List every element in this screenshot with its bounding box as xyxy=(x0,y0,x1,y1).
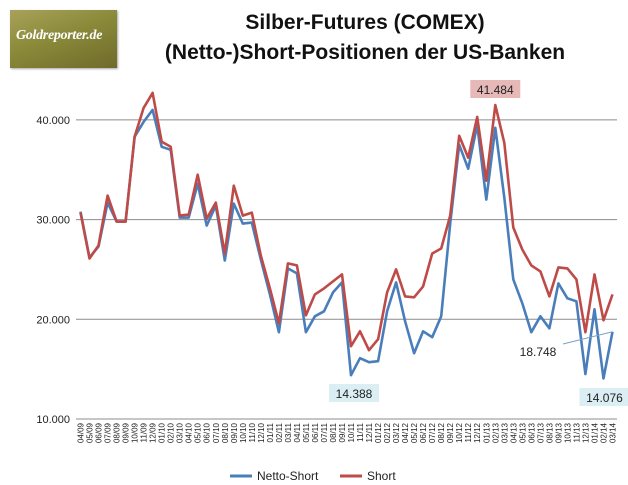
x-tick-label: 03/13 xyxy=(500,422,509,443)
x-tick-label: 04/12 xyxy=(401,422,410,443)
x-tick-label: 11/12 xyxy=(464,422,473,442)
x-tick-label: 12/09 xyxy=(149,422,158,443)
x-tick-label: 01/11 xyxy=(266,422,275,442)
x-tick-label: 07/12 xyxy=(428,422,437,443)
x-tick-label: 12/11 xyxy=(365,422,374,442)
x-tick-label: 03/11 xyxy=(284,422,293,442)
annotation-box xyxy=(579,388,628,406)
x-tick-label: 01/14 xyxy=(590,422,599,443)
x-tick-label: 06/10 xyxy=(203,422,212,443)
x-tick-label: 08/09 xyxy=(113,422,122,443)
x-tick-label: 04/11 xyxy=(293,422,302,442)
x-tick-label: 04/09 xyxy=(77,422,86,443)
x-tick-label: 02/12 xyxy=(383,422,392,443)
y-tick-label: 30.000 xyxy=(36,215,70,227)
x-tick-label: 12/13 xyxy=(581,422,590,443)
x-tick-label: 08/13 xyxy=(545,422,554,443)
x-tick-label: 03/14 xyxy=(608,422,617,443)
x-tick-label: 05/13 xyxy=(518,422,527,443)
chart-title-block: Silber-Futures (COMEX) (Netto-)Short-Pos… xyxy=(130,8,600,68)
legend-label: Short xyxy=(367,469,396,483)
annotation-label: 14.076 xyxy=(586,391,623,405)
x-tick-label: 10/10 xyxy=(239,422,248,443)
x-tick-label: 09/10 xyxy=(230,422,239,443)
x-tick-label: 11/09 xyxy=(140,422,149,442)
chart-title: Silber-Futures (COMEX) xyxy=(245,11,485,34)
x-tick-label: 08/11 xyxy=(329,422,338,442)
x-tick-label: 09/13 xyxy=(554,422,563,443)
x-tick-label: 02/14 xyxy=(599,422,608,443)
x-tick-label: 03/12 xyxy=(392,422,401,443)
x-tick-label: 05/12 xyxy=(410,422,419,443)
x-tick-label: 03/10 xyxy=(176,422,185,443)
series-line-netto-short xyxy=(79,108,614,380)
x-tick-label: 04/10 xyxy=(185,422,194,443)
x-tick-label: 05/11 xyxy=(302,422,311,442)
x-tick-label: 10/13 xyxy=(563,422,572,443)
x-tick-label: 07/11 xyxy=(320,422,329,442)
x-tick-label: 12/10 xyxy=(257,422,266,443)
annotation-label: 14.388 xyxy=(336,387,373,401)
x-tick-label: 11/11 xyxy=(356,422,365,441)
x-tick-label: 07/13 xyxy=(536,422,545,443)
logo-text: Goldreporter.de xyxy=(16,28,103,43)
chart-subtitle: (Netto-)Short-Positionen der US-Banken xyxy=(164,41,566,64)
x-tick-label: 11/10 xyxy=(248,422,257,442)
x-tick-label: 08/12 xyxy=(437,422,446,443)
x-tick-label: 08/10 xyxy=(221,422,230,443)
x-tick-label: 02/11 xyxy=(275,422,284,442)
annotation-leader xyxy=(562,331,613,345)
x-tick-label: 07/09 xyxy=(104,422,113,443)
x-tick-label: 10/11 xyxy=(347,422,356,442)
x-tick-label: 09/12 xyxy=(446,422,455,443)
x-tick-label: 06/13 xyxy=(527,422,536,443)
y-tick-label: 10.000 xyxy=(36,414,70,426)
annotation-label: 41.484 xyxy=(477,83,514,97)
legend-label: Netto-Short xyxy=(257,469,319,483)
x-tick-label: 05/10 xyxy=(194,422,203,443)
x-tick-label: 09/11 xyxy=(338,422,347,442)
series-line-short xyxy=(79,91,614,352)
x-tick-label: 01/12 xyxy=(374,422,383,443)
x-tick-label: 04/13 xyxy=(509,422,518,443)
x-tick-label: 02/13 xyxy=(491,422,500,443)
annotation-box xyxy=(470,80,521,98)
annotation-label: 18.748 xyxy=(520,345,557,359)
x-tick-label: 06/11 xyxy=(311,422,320,442)
x-tick-label: 09/09 xyxy=(122,422,131,443)
annotation-box xyxy=(329,384,380,402)
y-tick-label: 20.000 xyxy=(36,314,70,326)
x-tick-label: 02/10 xyxy=(167,422,176,443)
x-tick-label: 06/09 xyxy=(95,422,104,443)
goldreporter-logo: Goldreporter.de xyxy=(10,10,117,68)
x-tick-label: 07/10 xyxy=(212,422,221,443)
x-tick-label: 01/13 xyxy=(482,422,491,443)
x-tick-label: 01/10 xyxy=(158,422,167,443)
x-tick-label: 11/13 xyxy=(572,422,581,442)
x-tick-label: 12/12 xyxy=(473,422,482,443)
x-tick-label: 06/12 xyxy=(419,422,428,443)
x-tick-label: 10/12 xyxy=(455,422,464,443)
x-tick-label: 10/09 xyxy=(131,422,140,443)
y-tick-label: 40.000 xyxy=(36,115,70,127)
x-tick-label: 05/09 xyxy=(86,422,95,443)
